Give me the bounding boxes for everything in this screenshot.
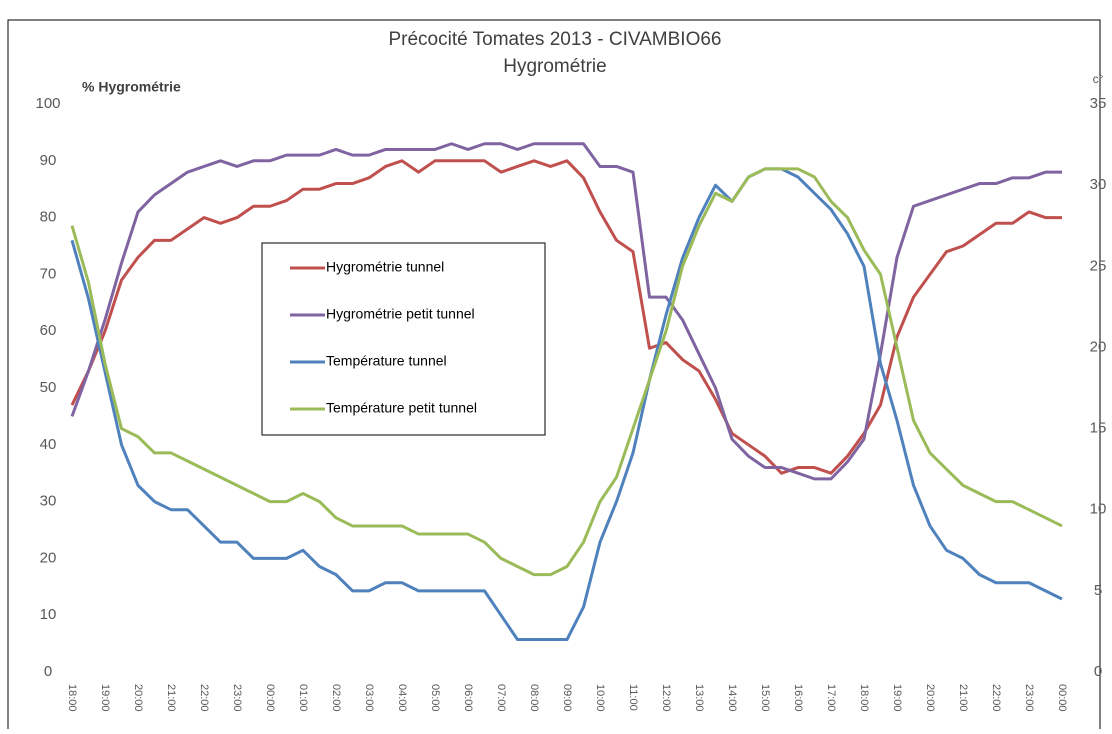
x-tick-label: 22:00 xyxy=(198,684,210,712)
x-tick-label: 05:00 xyxy=(429,684,441,712)
y2-tick-label: 5 xyxy=(1094,582,1102,599)
x-tick-label: 09:00 xyxy=(561,684,573,712)
x-tick-label: 19:00 xyxy=(99,684,111,712)
legend-label: Hygrométrie petit tunnel xyxy=(326,306,475,322)
x-tick-label: 01:00 xyxy=(297,684,309,712)
legend-label: Température petit tunnel xyxy=(326,400,477,416)
x-tick-label: 08:00 xyxy=(528,684,540,712)
x-tick-label: 13:00 xyxy=(693,684,705,712)
x-tick-label: 00:00 xyxy=(1056,684,1068,712)
x-tick-label: 19:00 xyxy=(891,684,903,712)
x-tick-label: 02:00 xyxy=(330,684,342,712)
y2-axis-label: c° xyxy=(1093,72,1104,86)
y2-tick-label: 25 xyxy=(1090,257,1107,274)
y-tick-label: 80 xyxy=(40,209,57,226)
series-line xyxy=(70,159,1062,475)
y2-tick-label: 20 xyxy=(1090,338,1107,355)
x-tick-label: 18:00 xyxy=(66,684,78,712)
x-tick-label: 23:00 xyxy=(231,684,243,712)
x-tick-label: 06:00 xyxy=(462,684,474,712)
y-tick-label: 10 xyxy=(40,606,57,623)
y-tick-label: 30 xyxy=(40,493,57,510)
x-tick-label: 14:00 xyxy=(726,684,738,712)
x-tick-label: 11:00 xyxy=(627,684,639,711)
x-tick-label: 00:00 xyxy=(264,684,276,712)
x-tick-label: 22:00 xyxy=(990,684,1002,712)
y-tick-label: 60 xyxy=(40,322,57,339)
x-tick-label: 03:00 xyxy=(363,684,375,712)
y-tick-label: 100 xyxy=(35,95,60,112)
y-tick-label: 70 xyxy=(40,265,57,282)
x-tick-label: 21:00 xyxy=(165,684,177,712)
y-tick-label: 20 xyxy=(40,549,57,566)
y2-tick-label: 35 xyxy=(1090,95,1107,112)
y-tick-label: 0 xyxy=(44,663,52,680)
x-tick-label: 20:00 xyxy=(924,684,936,712)
series-line xyxy=(70,142,1062,481)
y-axis-label: % Hygrométrie xyxy=(82,79,181,95)
y2-tick-label: 10 xyxy=(1090,501,1107,518)
x-tick-label: 15:00 xyxy=(759,684,771,712)
x-tick-label: 23:00 xyxy=(1023,684,1035,712)
legend-box xyxy=(261,242,546,436)
x-tick-label: 18:00 xyxy=(858,684,870,712)
y-tick-label: 90 xyxy=(40,152,57,169)
chart-title: Précocité Tomates 2013 - CIVAMBIO66 xyxy=(388,29,721,50)
legend-label: Hygrométrie tunnel xyxy=(326,259,444,275)
y2-tick-label: 0 xyxy=(1094,663,1102,680)
y2-tick-label: 30 xyxy=(1090,176,1107,193)
x-tick-label: 21:00 xyxy=(957,684,969,712)
x-tick-label: 16:00 xyxy=(792,684,804,712)
x-tick-label: 10:00 xyxy=(594,684,606,712)
x-tick-label: 12:00 xyxy=(660,684,672,712)
x-tick-label: 20:00 xyxy=(132,684,144,712)
y-tick-label: 50 xyxy=(40,379,57,396)
chart-subtitle: Hygrométrie xyxy=(503,56,606,77)
x-tick-label: 07:00 xyxy=(495,684,507,712)
chart-frame xyxy=(7,19,1101,734)
legend-label: Température tunnel xyxy=(326,353,447,369)
x-tick-label: 04:00 xyxy=(396,684,408,712)
y2-tick-label: 15 xyxy=(1090,420,1107,437)
series-line xyxy=(70,167,1063,577)
series-line xyxy=(70,167,1063,642)
x-tick-label: 17:00 xyxy=(825,684,837,712)
y-tick-label: 40 xyxy=(40,436,57,453)
